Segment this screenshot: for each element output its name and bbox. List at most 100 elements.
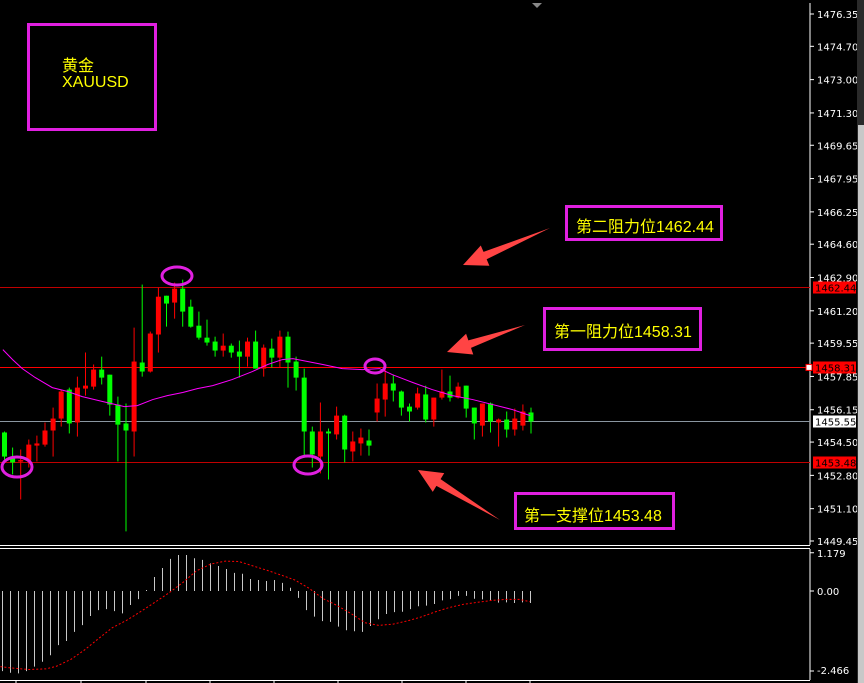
price-tick-label: 1457.85 <box>817 372 858 383</box>
candle-body <box>488 403 493 422</box>
candle <box>488 402 493 433</box>
candle-body <box>269 348 275 358</box>
annotation-box-resistance-2 <box>565 205 723 241</box>
candle-body <box>334 415 340 435</box>
price-tick-label: 1471.30 <box>817 109 858 120</box>
candle-body <box>91 369 97 387</box>
price-tick-label: 1474.70 <box>817 42 858 53</box>
candle <box>366 429 372 456</box>
candle-body <box>107 374 113 405</box>
candle-body <box>253 341 259 369</box>
candle-body <box>196 325 202 338</box>
candle <box>398 390 404 416</box>
candle <box>350 431 356 462</box>
candle-body <box>228 345 234 353</box>
candle <box>342 414 348 463</box>
price-tick-label: 1469.65 <box>817 141 858 152</box>
candle <box>131 327 137 457</box>
candle <box>374 383 380 422</box>
annotation-resistance-1: 第一阻力位1458.31 <box>554 324 692 341</box>
candle <box>382 369 388 417</box>
price-tick-label: 1451.10 <box>817 505 858 516</box>
candle <box>228 343 234 358</box>
shift-marker-icon <box>532 3 542 8</box>
annotation-resistance-2: 第二阻力位1462.44 <box>576 219 714 236</box>
candle <box>123 403 129 532</box>
annotation-box-resistance-1 <box>543 307 702 351</box>
candle <box>423 385 429 423</box>
candle <box>91 364 97 390</box>
candle <box>204 319 210 346</box>
candle <box>172 282 178 319</box>
candle <box>188 299 194 328</box>
candle <box>58 389 64 427</box>
candle <box>455 382 461 399</box>
candle <box>83 352 88 396</box>
candle-body <box>455 386 461 398</box>
candle <box>155 287 161 353</box>
symbol-code: XAUUSD <box>62 74 129 91</box>
candle <box>528 407 534 434</box>
highlight-ellipse <box>363 357 387 375</box>
candle <box>212 336 218 357</box>
candle-body <box>277 336 283 358</box>
moving-average-line <box>2 349 531 417</box>
level-tag-resistance-1 <box>813 361 856 374</box>
candle-body <box>180 288 186 312</box>
candle <box>463 385 469 418</box>
candle-body <box>245 341 250 357</box>
symbol-box <box>27 23 157 131</box>
candle-body <box>188 306 194 327</box>
candle-body <box>74 387 80 423</box>
level-tag-label: 1458.31 <box>815 364 856 375</box>
candle <box>50 407 56 457</box>
candle-body <box>528 412 534 422</box>
candle-body <box>415 393 421 408</box>
level-handle <box>805 363 813 371</box>
current-price-label: 1455.55 <box>815 418 856 429</box>
candle <box>261 344 267 377</box>
candle-body <box>139 362 145 372</box>
candle-body <box>382 383 388 400</box>
candle <box>431 397 437 427</box>
candle <box>326 428 331 480</box>
price-tick-label: 1456.15 <box>817 406 858 417</box>
candle-body <box>261 347 267 369</box>
price-tick-label: 1466.25 <box>817 208 858 219</box>
candle-body <box>293 361 299 378</box>
price-tick-label: 1464.60 <box>817 240 858 251</box>
candle <box>301 368 307 456</box>
scrollbar-thumb[interactable] <box>858 125 864 683</box>
annotation-box-support-1 <box>514 492 675 530</box>
candle-body <box>342 415 348 450</box>
candle-body <box>172 288 178 303</box>
macd-tick-label: 1.179 <box>817 549 846 560</box>
candle-body <box>463 385 469 409</box>
candle <box>34 435 40 462</box>
candle-body <box>99 369 105 378</box>
price-tick-label: 1459.55 <box>817 339 858 350</box>
candle <box>520 404 526 431</box>
candle-body <box>358 437 364 444</box>
level-tag-label: 1462.44 <box>815 284 856 295</box>
price-tick-label: 1476.35 <box>817 10 858 21</box>
candle <box>407 403 412 422</box>
candle <box>42 422 48 447</box>
candle <box>471 407 477 440</box>
symbol-name-cn: 黄金 <box>62 58 95 75</box>
candle <box>496 418 502 447</box>
candle-body <box>123 423 129 431</box>
macd-tick-label: 0.00 <box>817 587 839 598</box>
price-tick-label: 1473.00 <box>817 76 858 87</box>
candle-body <box>285 336 291 363</box>
candle <box>479 403 485 437</box>
candle-body <box>155 296 161 335</box>
candle <box>196 311 202 340</box>
macd-signal-line <box>0 560 531 671</box>
candle-body <box>131 361 137 432</box>
candle <box>147 331 153 373</box>
candle-body <box>2 432 7 457</box>
candle-body <box>398 391 404 408</box>
candle-body <box>10 457 16 463</box>
